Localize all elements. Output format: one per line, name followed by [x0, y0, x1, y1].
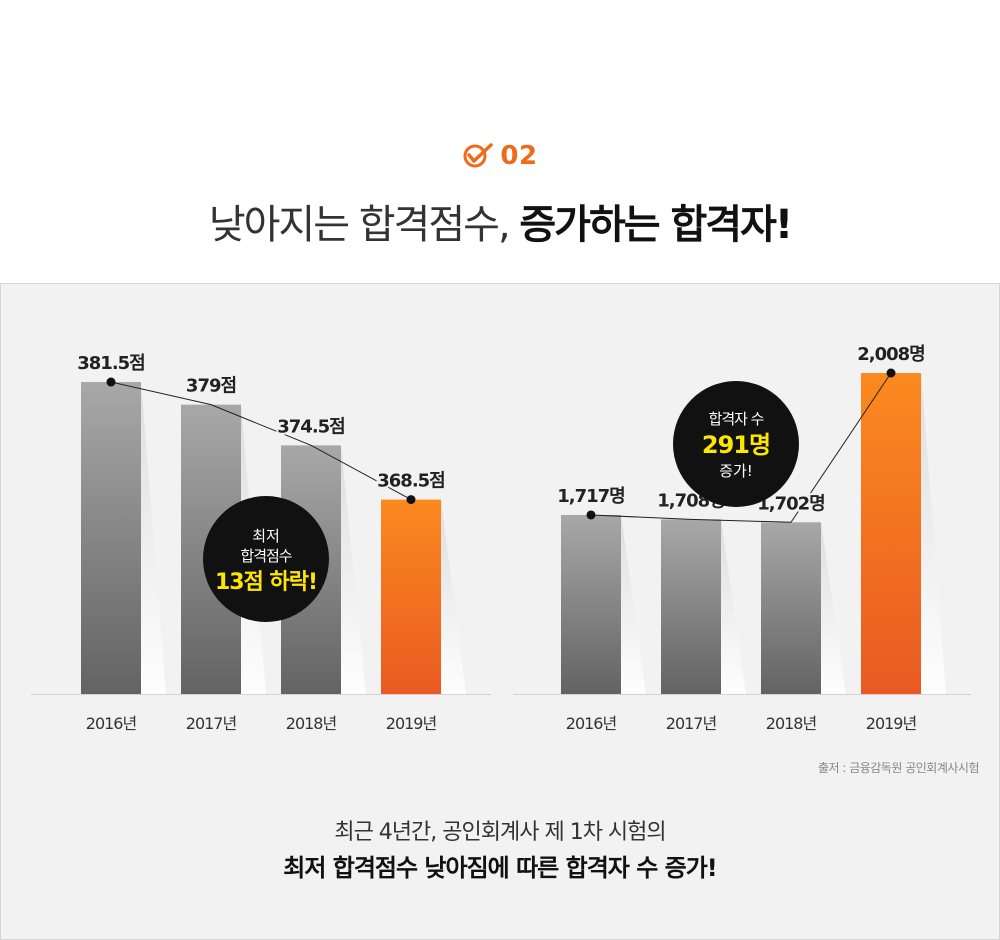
- bar-shadow: [821, 522, 846, 694]
- data-label: 379점: [186, 376, 236, 397]
- page-title: 낮아지는 합격점수, 증가하는 합격자!: [0, 192, 1000, 250]
- section-number: 02: [0, 141, 1000, 171]
- data-label: 1,702명: [757, 493, 825, 514]
- bar-highlight: [861, 373, 921, 694]
- data-label: 374.5점: [277, 416, 345, 437]
- callout-text: 최저: [252, 527, 280, 545]
- data-label: 2,008명: [857, 344, 925, 365]
- trend-line: [110, 381, 412, 501]
- source-note: 출저 : 금융감독원 공인회계사시험: [817, 761, 980, 775]
- data-label: 381.5점: [77, 353, 145, 374]
- bar-shadow: [721, 519, 746, 694]
- title-bold-part: 증가하는 합격자!: [519, 202, 793, 248]
- bar-shadow: [921, 373, 946, 694]
- callout-circle: [203, 496, 329, 622]
- x-tick-label: 2017년: [666, 714, 717, 733]
- x-tick-label: 2017년: [186, 714, 237, 733]
- callout-circle: [673, 381, 799, 507]
- trend-point: [886, 368, 896, 378]
- bar-shadow: [441, 499, 466, 694]
- callout-text: 합격자 수: [709, 410, 764, 428]
- callout-text: 합격점수: [240, 547, 291, 565]
- data-label: 1,717명: [557, 486, 625, 507]
- x-tick-label: 2016년: [566, 714, 617, 733]
- callout-highlight: 291명: [702, 431, 770, 459]
- x-tick-label: 2019년: [866, 714, 917, 733]
- bar: [81, 382, 141, 694]
- trend-point: [106, 377, 116, 387]
- callout-text: 증가!: [719, 462, 753, 480]
- check-circle-icon: [463, 143, 494, 168]
- title-light-part: 낮아지는 합격점수,: [208, 202, 520, 248]
- charts-canvas: 2016년 2017년 2018년 2019년 381.5점 379점 374.5점 368.…: [31, 342, 971, 733]
- trend-line: [590, 372, 892, 523]
- trend-point: [406, 495, 416, 505]
- chart-panel: 2016년 2017년 2018년 2019년 381.5점 379점 374.5점 368.…: [0, 283, 1000, 940]
- x-tick-label: 2018년: [286, 714, 337, 733]
- bar-shadow: [141, 382, 166, 694]
- bar: [561, 514, 621, 694]
- bar-highlight: [381, 499, 441, 694]
- section-number-text: 02: [500, 141, 538, 171]
- x-tick-label: 2016년: [86, 714, 137, 733]
- bar: [761, 522, 821, 694]
- callout-highlight: 13점 하락!: [215, 570, 317, 595]
- bar: [661, 519, 721, 694]
- x-tick-label: 2018년: [766, 714, 817, 733]
- trend-point: [586, 510, 596, 520]
- x-tick-label: 2019년: [386, 714, 437, 733]
- summary-line-2: 최저 합격점수 낮아짐에 따른 합격자 수 증가!: [283, 854, 718, 882]
- bar-shadow: [341, 445, 366, 694]
- bar-shadow: [621, 514, 646, 694]
- summary-line-1: 최근 4년간, 공인회계사 제 1차 시험의: [334, 820, 666, 845]
- data-label: 368.5점: [377, 471, 445, 492]
